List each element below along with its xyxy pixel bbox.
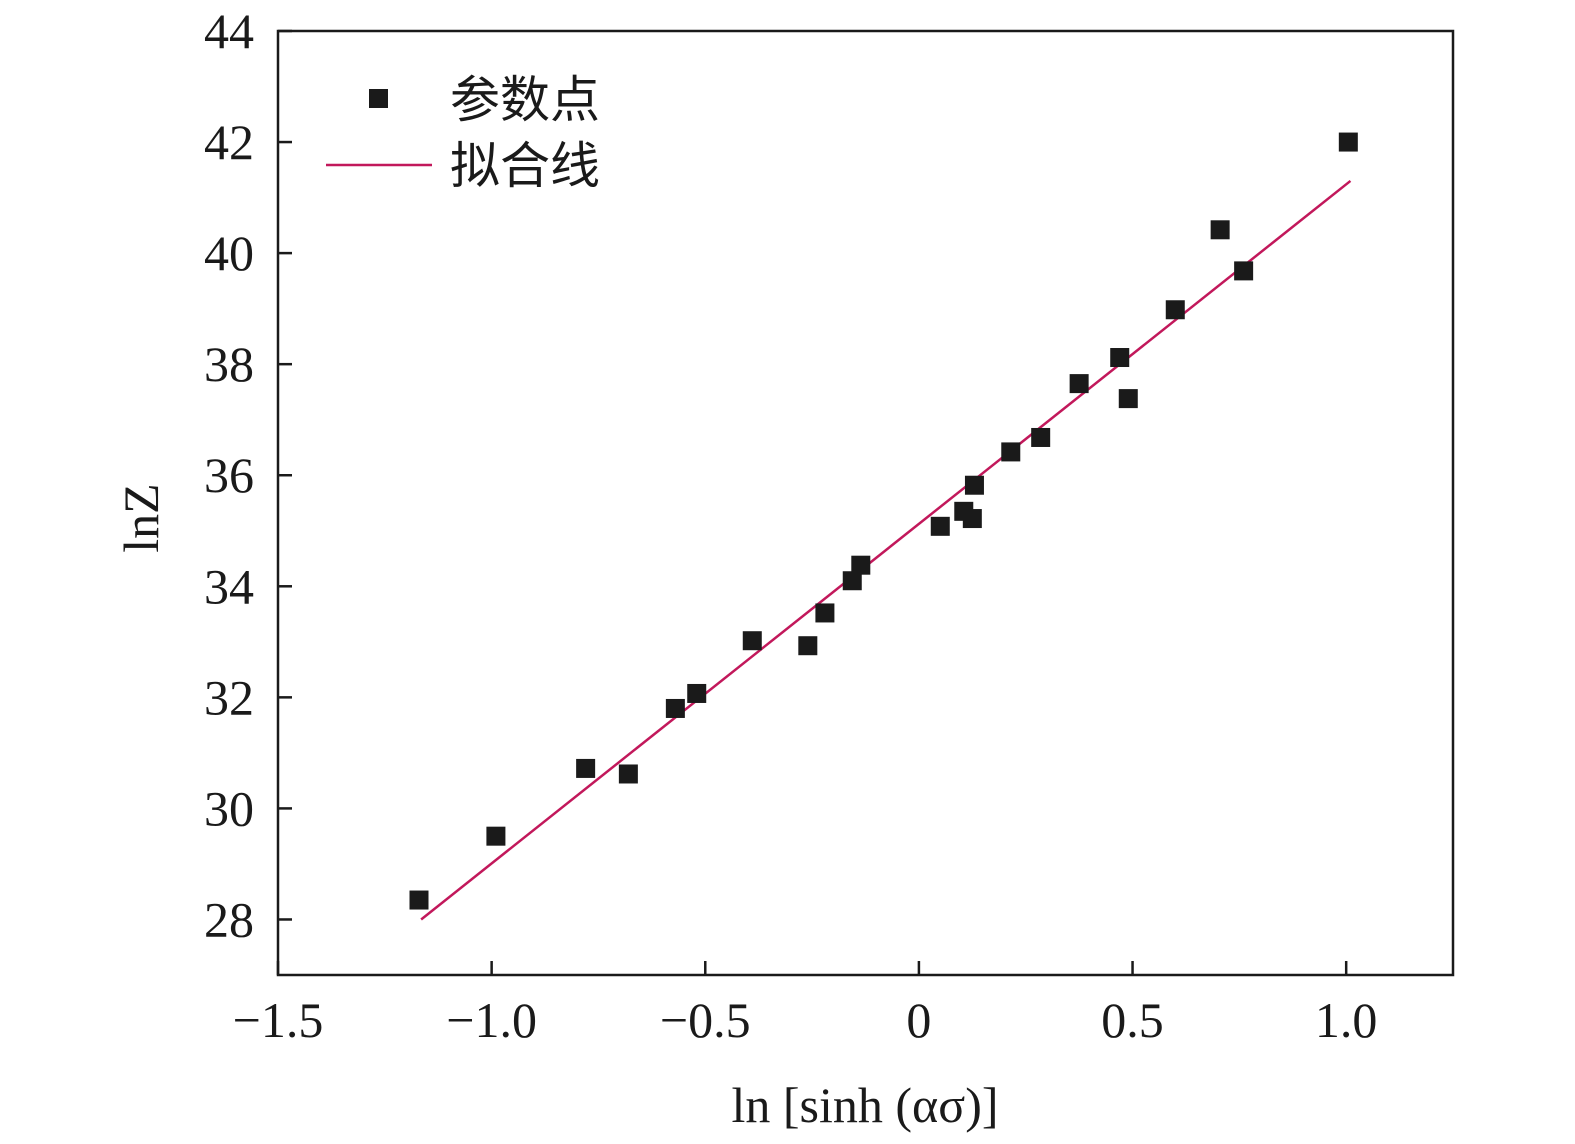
- y-tick-label: 40: [204, 225, 254, 281]
- data-point: [618, 764, 638, 784]
- data-point: [1031, 427, 1051, 447]
- legend-label-fit: 拟合线: [450, 137, 600, 195]
- data-point: [930, 516, 950, 536]
- data-point: [665, 698, 685, 718]
- y-axis-title: lnZ: [113, 483, 169, 552]
- axis-ticks: −1.5 −1.0 −0.5 0 0.5 1.0 28 30 32 34 36 38 40 42 44: [204, 3, 1377, 1048]
- data-point: [1165, 300, 1185, 320]
- fit-line: [420, 179, 1352, 921]
- data-point: [851, 555, 871, 575]
- data-point: [815, 603, 835, 623]
- data-point: [576, 758, 596, 778]
- data-point: [486, 826, 506, 846]
- data-point: [842, 571, 862, 591]
- legend-label-points: 参数点: [450, 71, 600, 129]
- data-point: [1338, 132, 1358, 152]
- data-point: [687, 683, 707, 703]
- x-tick-label: 1.0: [1315, 992, 1378, 1048]
- x-tick-label: −1.0: [446, 992, 537, 1048]
- data-point: [1210, 220, 1230, 240]
- data-point: [409, 890, 429, 910]
- y-tick-label: 44: [204, 3, 254, 59]
- legend-marker-points: [369, 89, 388, 108]
- x-axis-title: ln [sinh (ασ)]: [732, 1077, 999, 1133]
- y-tick-label: 42: [204, 114, 254, 170]
- x-tick-label: 0.5: [1101, 992, 1164, 1048]
- data-point: [798, 636, 818, 656]
- data-point: [1110, 348, 1130, 368]
- data-point: [1001, 442, 1021, 462]
- y-tick-label: 30: [204, 780, 254, 836]
- x-tick-label: −0.5: [660, 992, 751, 1048]
- x-tick-label: −1.5: [233, 992, 324, 1048]
- y-tick-label: 34: [204, 558, 254, 614]
- plot-frame: [276, 29, 1455, 977]
- data-point: [1118, 389, 1138, 409]
- plot-data: [409, 132, 1358, 921]
- data-point: [1234, 261, 1254, 281]
- y-tick-label: 38: [204, 336, 254, 392]
- x-tick-label: 0: [906, 992, 931, 1048]
- y-tick-label: 36: [204, 447, 254, 503]
- data-point: [742, 631, 762, 651]
- y-tick-label: 28: [204, 891, 254, 947]
- data-point: [962, 509, 982, 529]
- y-tick-label: 32: [204, 669, 254, 725]
- data-point: [964, 475, 984, 495]
- data-point: [1069, 374, 1089, 394]
